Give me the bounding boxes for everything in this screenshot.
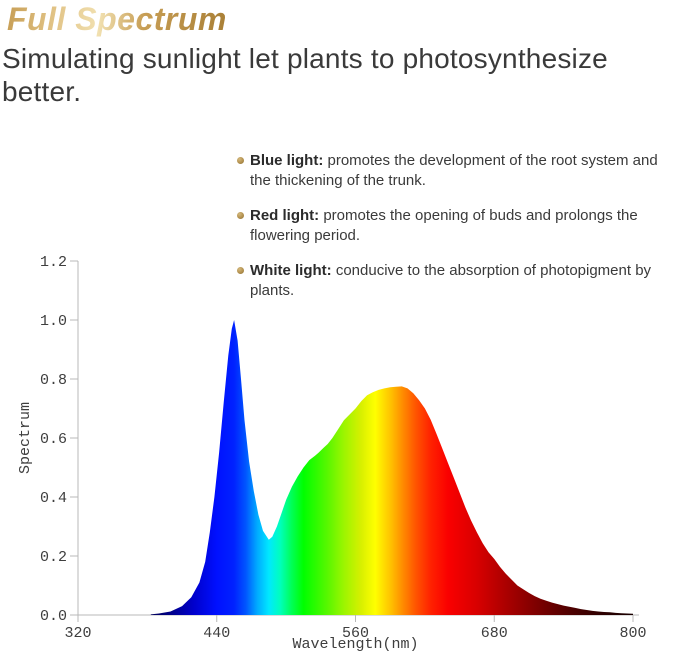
bullet-text: promotes the opening of buds and prolong… bbox=[250, 207, 638, 244]
bullet-dot-icon bbox=[237, 157, 244, 164]
list-item: Blue light: promotes the development of … bbox=[237, 151, 667, 191]
y-axis-title: Spectrum bbox=[17, 402, 34, 474]
x-tick-label: 320 bbox=[64, 625, 91, 642]
bullet-dot-icon bbox=[237, 212, 244, 219]
spectrum-area bbox=[150, 320, 634, 615]
bullet-label: Red light: bbox=[250, 207, 320, 224]
bullet-label: White light: bbox=[250, 262, 332, 279]
x-tick-label: 440 bbox=[203, 625, 230, 642]
subtitle-line-2: better. bbox=[2, 76, 82, 107]
y-tick-label: 0.4 bbox=[40, 490, 67, 507]
x-axis-title: Wavelength(nm) bbox=[292, 636, 418, 653]
y-tick-label: 0.6 bbox=[40, 431, 67, 448]
benefits-list: Blue light: promotes the development of … bbox=[237, 151, 667, 316]
subtitle-line-1: Simulating sunlight let plants to photos… bbox=[2, 43, 608, 74]
y-tick-label: 0.0 bbox=[40, 608, 67, 625]
y-tick-label: 1.2 bbox=[40, 254, 67, 271]
list-item: White light: conducive to the absorption… bbox=[237, 261, 667, 301]
bullet-text: conducive to the absorption of photopigm… bbox=[250, 262, 652, 299]
x-tick-label: 680 bbox=[481, 625, 508, 642]
bullet-dot-icon bbox=[237, 267, 244, 274]
list-item: Red light: promotes the opening of buds … bbox=[237, 206, 667, 246]
x-tick-label: 560 bbox=[342, 625, 369, 642]
bullet-text: promotes the development of the root sys… bbox=[250, 152, 658, 189]
x-tick-label: 800 bbox=[619, 625, 646, 642]
subtitle: Simulating sunlight let plants to photos… bbox=[2, 42, 662, 108]
y-tick-label: 0.2 bbox=[40, 549, 67, 566]
bullet-label: Blue light: bbox=[250, 152, 324, 169]
y-tick-label: 0.8 bbox=[40, 372, 67, 389]
page-title: Full Spectrum bbox=[7, 1, 227, 37]
y-tick-label: 1.0 bbox=[40, 313, 67, 330]
